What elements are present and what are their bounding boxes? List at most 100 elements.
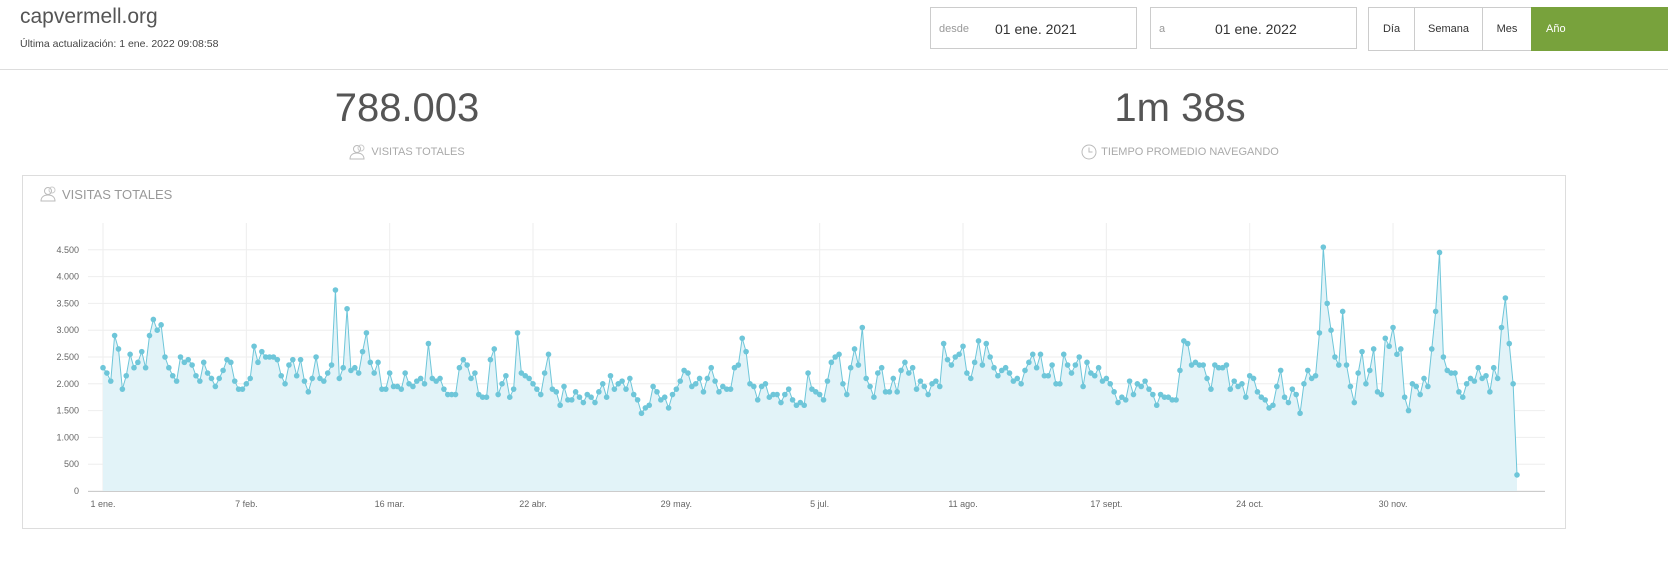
point [677,378,684,384]
point [545,351,552,358]
point [669,391,676,398]
point [1111,389,1117,395]
point [1033,364,1040,371]
point [1243,394,1249,401]
point [1425,383,1431,390]
point [1161,394,1168,401]
point [770,391,776,398]
point [324,370,331,376]
point [534,386,540,392]
last-update: Última actualización: 1 ene. 2022 09:08:… [20,38,219,50]
x-tick-label: 16 mar. [375,499,405,509]
point [235,386,242,392]
point [251,343,257,350]
stat: 788.003 VISITAS TOTALES [157,86,657,160]
period-button[interactable]: Año [1531,7,1668,51]
point [1436,249,1443,256]
point [410,383,416,390]
point [212,383,219,390]
point [1080,383,1086,390]
point [940,340,947,347]
point [464,362,470,368]
x-tick-label: 7 feb. [235,499,258,509]
point [557,402,563,409]
point [321,378,327,384]
point [1095,364,1102,371]
point [173,378,180,384]
stat-label: TIEMPO PROMEDIO NAVEGANDO [1101,146,1279,158]
point [460,356,467,363]
point [1471,378,1478,384]
point [472,370,478,376]
point [1459,394,1466,401]
point [1413,383,1420,390]
point [259,348,265,355]
point [623,386,629,392]
point [371,370,377,376]
point [1382,335,1389,342]
point [1339,308,1346,315]
point [1506,340,1513,347]
point [735,362,742,368]
point [189,362,195,368]
point [297,356,304,363]
point [1343,362,1350,368]
point [1215,364,1222,371]
point [1196,362,1203,368]
point [197,378,203,384]
point [1130,391,1137,398]
point [1390,324,1396,331]
point [886,389,893,395]
point [274,356,281,363]
point [1208,386,1214,392]
point [1351,399,1358,406]
point [1150,391,1156,398]
point [448,391,455,398]
point [580,399,587,406]
point [441,386,447,392]
point [247,375,254,382]
point [483,394,490,401]
point [847,364,854,371]
point [503,372,509,379]
point [824,378,831,384]
chart-icon [40,186,56,202]
point [266,354,273,360]
point [1355,370,1361,376]
point [661,394,668,401]
point [154,327,161,334]
x-tick-label: 22 abr. [519,499,547,509]
point [142,364,149,371]
point [692,381,699,387]
point [1510,381,1516,387]
point [375,359,381,366]
point [243,381,250,387]
date-to[interactable]: a 01 ene. 2022 [1150,7,1357,49]
stat-caption: TIEMPO PROMEDIO NAVEGANDO [930,144,1430,160]
point [417,375,424,382]
point [936,383,943,390]
point [855,362,862,368]
y-tick-label: 4.500 [56,245,79,255]
point [537,391,544,398]
point [1514,472,1520,478]
point [991,364,997,371]
point [1126,378,1133,384]
point [898,367,904,374]
point [1002,364,1009,371]
point [1328,327,1334,334]
point [1026,359,1032,366]
point [239,386,246,392]
point [983,340,990,347]
y-tick-label: 3.500 [56,298,79,308]
point [231,378,238,384]
point [816,391,823,398]
date-from[interactable]: desde 01 ene. 2021 [930,7,1137,49]
point [1417,391,1423,398]
date-from-label: desde [939,23,969,35]
point [1169,397,1176,403]
stat-label: VISITAS TOTALES [371,146,465,158]
chart-panel [22,175,1566,529]
